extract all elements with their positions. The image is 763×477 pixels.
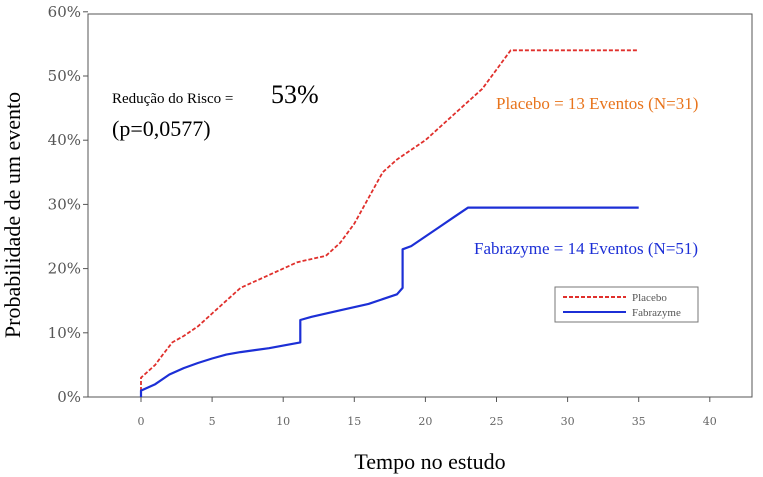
y-tick-label: 40% [48, 131, 81, 149]
legend: Placebo Fabrazyme [554, 286, 699, 323]
fabrazyme-series-label: Fabrazyme = 14 Eventos (N=51) [474, 239, 698, 258]
y-axis-ticks: 0% 10% 20% 30% 40% 50% 60% [48, 3, 88, 406]
risk-value: 53% [271, 80, 319, 109]
series-layer [139, 49, 639, 397]
y-tick-label: 50% [48, 67, 81, 85]
risk-label: Redução do Risco = [112, 91, 233, 107]
y-axis-title: Probabilidade de um evento [0, 92, 25, 338]
x-tick-label: 0 [138, 415, 145, 428]
x-tick-label: 15 [347, 415, 361, 428]
legend-box [554, 286, 699, 323]
x-tick-label: 5 [209, 415, 216, 428]
x-tick-label: 10 [276, 415, 290, 428]
p-value: (p=0,0577) [112, 116, 211, 141]
x-tick-label: 20 [418, 415, 432, 428]
x-tick-label: 35 [632, 415, 646, 428]
plot-border [87, 13, 753, 398]
y-tick-label: 20% [48, 260, 81, 278]
legend-label-fabrazyme: Fabrazyme [632, 307, 681, 319]
x-tick-label: 40 [703, 415, 717, 428]
series-line-placebo [140, 49, 639, 397]
y-tick-label: 10% [48, 324, 81, 342]
placebo-series-label: Placebo = 13 Eventos (N=31) [496, 94, 698, 113]
x-tick-label: 30 [561, 415, 575, 428]
x-axis-title: Tempo no estudo [354, 449, 505, 474]
y-tick-label: 0% [57, 388, 81, 406]
series-line-fabrazyme [139, 206, 639, 397]
x-axis-ticks: 0 5 10 15 20 25 30 35 40 [138, 397, 717, 428]
y-tick-label: 30% [48, 195, 81, 213]
y-tick-label: 60% [48, 3, 81, 21]
plot-frame [87, 13, 753, 398]
legend-label-placebo: Placebo [632, 292, 667, 304]
risk-annotation: Redução do Risco = 53% (p=0,0577) [112, 80, 319, 141]
x-tick-label: 25 [490, 415, 504, 428]
